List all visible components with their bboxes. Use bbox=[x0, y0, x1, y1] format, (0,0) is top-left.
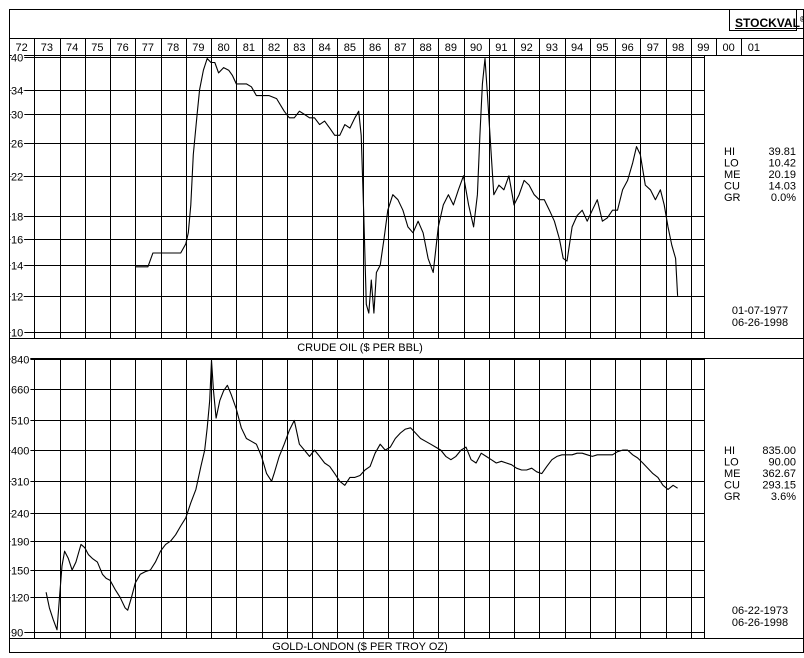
stat-value: 10.42 bbox=[768, 158, 796, 170]
year-tick-label: 91 bbox=[495, 42, 507, 54]
stat-value: 20.19 bbox=[768, 169, 796, 181]
year-tick-label: 86 bbox=[369, 42, 381, 54]
stat-label: GR bbox=[724, 192, 741, 204]
y-tick-label: 14 bbox=[11, 261, 23, 273]
date-range-label: 06-26-1998 bbox=[732, 317, 788, 329]
panel-title: GOLD-LONDON ($ PER TROY OZ) bbox=[272, 641, 448, 653]
year-tick-label: 93 bbox=[546, 42, 558, 54]
y-tick-label: 90 bbox=[11, 628, 23, 640]
date-range-label: 01-07-1977 bbox=[732, 305, 788, 317]
stat-label: GR bbox=[724, 491, 741, 503]
y-tick-label: 240 bbox=[11, 509, 29, 521]
year-tick-label: 97 bbox=[647, 42, 659, 54]
y-tick-label: 840 bbox=[11, 355, 29, 367]
year-tick-label: 94 bbox=[571, 42, 583, 54]
y-tick-label: 310 bbox=[11, 477, 29, 489]
gold-panel: 90 120 150 190 240 310 400 510 660 840 GOLD-LONDON… bbox=[9, 353, 804, 653]
year-tick-label: 01 bbox=[748, 42, 760, 54]
panel-border bbox=[9, 358, 804, 639]
y-tick-label: 26 bbox=[11, 139, 23, 151]
y-tick-label: 150 bbox=[11, 566, 29, 578]
stat-value: 835.00 bbox=[762, 445, 796, 457]
year-tick-label: 95 bbox=[596, 42, 608, 54]
date-range-label: 06-22-1973 bbox=[732, 605, 788, 617]
y-tick-label: 120 bbox=[11, 593, 29, 605]
stat-value: 90.00 bbox=[768, 457, 796, 469]
year-axis: 72 73 74 75 76 77 78 79 80 81 82 83 84 85 86 87 88 89 90 91… bbox=[9, 38, 804, 56]
year-tick-label: 99 bbox=[697, 42, 709, 54]
stat-value: 362.67 bbox=[762, 468, 796, 480]
year-tick-label: 90 bbox=[470, 42, 482, 54]
year-tick-label: 77 bbox=[142, 42, 154, 54]
stat-label: CU bbox=[724, 181, 740, 193]
year-tick-label: 81 bbox=[243, 42, 255, 54]
year-tick-label: 84 bbox=[319, 42, 331, 54]
stat-label: HI bbox=[724, 146, 735, 158]
stat-value: 14.03 bbox=[768, 181, 796, 193]
registered-mark: ® bbox=[799, 15, 804, 24]
y-tick-label: 30 bbox=[11, 110, 23, 122]
year-tick-label: 74 bbox=[66, 42, 78, 54]
year-tick-label: 89 bbox=[445, 42, 457, 54]
year-tick-label: 79 bbox=[192, 42, 204, 54]
year-tick-label: 88 bbox=[420, 42, 432, 54]
y-tick-label: 16 bbox=[11, 235, 23, 247]
stat-label: ME bbox=[724, 468, 741, 480]
y-tick-label: 400 bbox=[11, 446, 29, 458]
y-tick-label: 22 bbox=[11, 172, 23, 184]
year-tick-label: 78 bbox=[167, 42, 179, 54]
year-tick-label: 75 bbox=[91, 42, 103, 54]
y-tick-label: 40 bbox=[11, 53, 23, 65]
stat-value: 3.6% bbox=[771, 491, 796, 503]
stat-label: ME bbox=[724, 169, 741, 181]
year-tick-label: 00 bbox=[723, 42, 735, 54]
year-tick-label: 76 bbox=[117, 42, 129, 54]
crude-oil-panel: 10 12 14 16 18 22 26 30 34 40 CRUDE OIL ($ PER BBL… bbox=[9, 51, 804, 354]
y-tick-label: 18 bbox=[11, 212, 23, 224]
stat-label: LO bbox=[724, 158, 739, 170]
year-tick-label: 96 bbox=[622, 42, 634, 54]
stat-value: 293.15 bbox=[762, 480, 796, 492]
y-tick-label: 510 bbox=[11, 416, 29, 428]
year-tick-label: 98 bbox=[672, 42, 684, 54]
price-series-line bbox=[45, 359, 678, 631]
year-tick-label: 80 bbox=[218, 42, 230, 54]
outer-frame bbox=[9, 9, 804, 653]
y-tick-label: 12 bbox=[11, 292, 23, 304]
year-tick-label: 82 bbox=[268, 42, 280, 54]
brand-name: STOCKVAL bbox=[735, 16, 800, 30]
price-series-line bbox=[135, 57, 679, 314]
stat-label: CU bbox=[724, 480, 740, 492]
stat-value: 39.81 bbox=[768, 146, 796, 158]
stockval-logo: STOCKVAL® bbox=[729, 9, 804, 31]
year-tick-label: 92 bbox=[521, 42, 533, 54]
y-tick-label: 190 bbox=[11, 537, 29, 549]
stat-label: HI bbox=[724, 445, 735, 457]
y-tick-label: 34 bbox=[11, 86, 23, 98]
stat-value: 0.0% bbox=[771, 192, 796, 204]
year-tick-label: 72 bbox=[16, 42, 28, 54]
year-tick-label: 83 bbox=[293, 42, 305, 54]
y-tick-label: 10 bbox=[11, 328, 23, 340]
panel-title: CRUDE OIL ($ PER BBL) bbox=[297, 342, 423, 354]
y-tick-label: 660 bbox=[11, 385, 29, 397]
year-tick-label: 87 bbox=[394, 42, 406, 54]
stat-label: LO bbox=[724, 457, 739, 469]
date-range-label: 06-26-1998 bbox=[732, 617, 788, 629]
year-tick-label: 85 bbox=[344, 42, 356, 54]
year-tick-label: 73 bbox=[41, 42, 53, 54]
